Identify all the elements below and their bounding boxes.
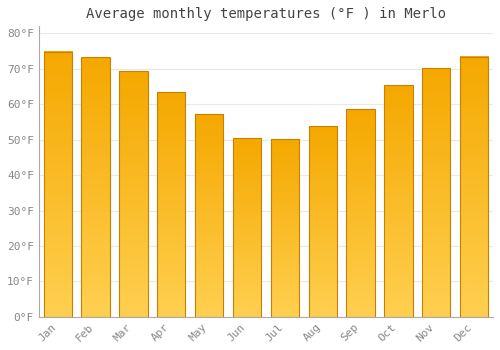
Bar [82, 57, 110, 317]
Bar [195, 114, 224, 317]
Bar [157, 92, 186, 317]
Bar [384, 85, 412, 317]
Bar [270, 139, 299, 317]
Title: Average monthly temperatures (°F ) in Merlo: Average monthly temperatures (°F ) in Me… [86, 7, 446, 21]
Bar [422, 68, 450, 317]
Bar [346, 109, 375, 317]
Bar [233, 138, 261, 317]
Bar [119, 71, 148, 317]
Bar [460, 57, 488, 317]
Bar [44, 52, 72, 317]
Bar [308, 126, 337, 317]
